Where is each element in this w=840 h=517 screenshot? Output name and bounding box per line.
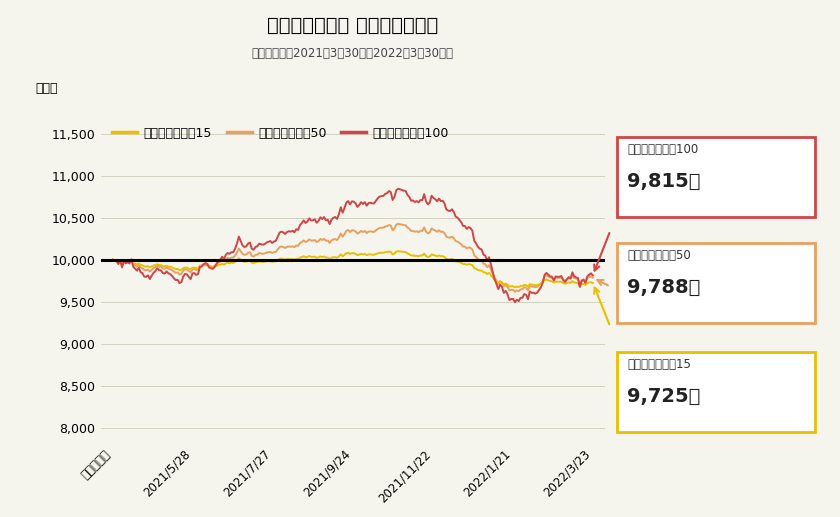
Text: まるごとひふみ 基準価額の推移: まるごとひふみ 基準価額の推移 (267, 16, 438, 35)
Text: 9,725円: 9,725円 (627, 387, 701, 406)
Text: まるごとひふみ50: まるごとひふみ50 (627, 249, 691, 262)
Text: 9,815円: 9,815円 (627, 172, 701, 191)
Legend: まるごとひふみ15, まるごとひふみ50, まるごとひふみ100: まるごとひふみ15, まるごとひふみ50, まるごとひふみ100 (107, 121, 454, 145)
Text: （運用開始日2021年3月30日〜2022年3月30日）: （運用開始日2021年3月30日〜2022年3月30日） (252, 47, 454, 59)
Text: まるごとひふみ15: まるごとひふみ15 (627, 358, 691, 371)
Text: （円）: （円） (35, 82, 58, 95)
Text: 9,788円: 9,788円 (627, 278, 701, 297)
Text: まるごとひふみ100: まるごとひふみ100 (627, 143, 699, 156)
